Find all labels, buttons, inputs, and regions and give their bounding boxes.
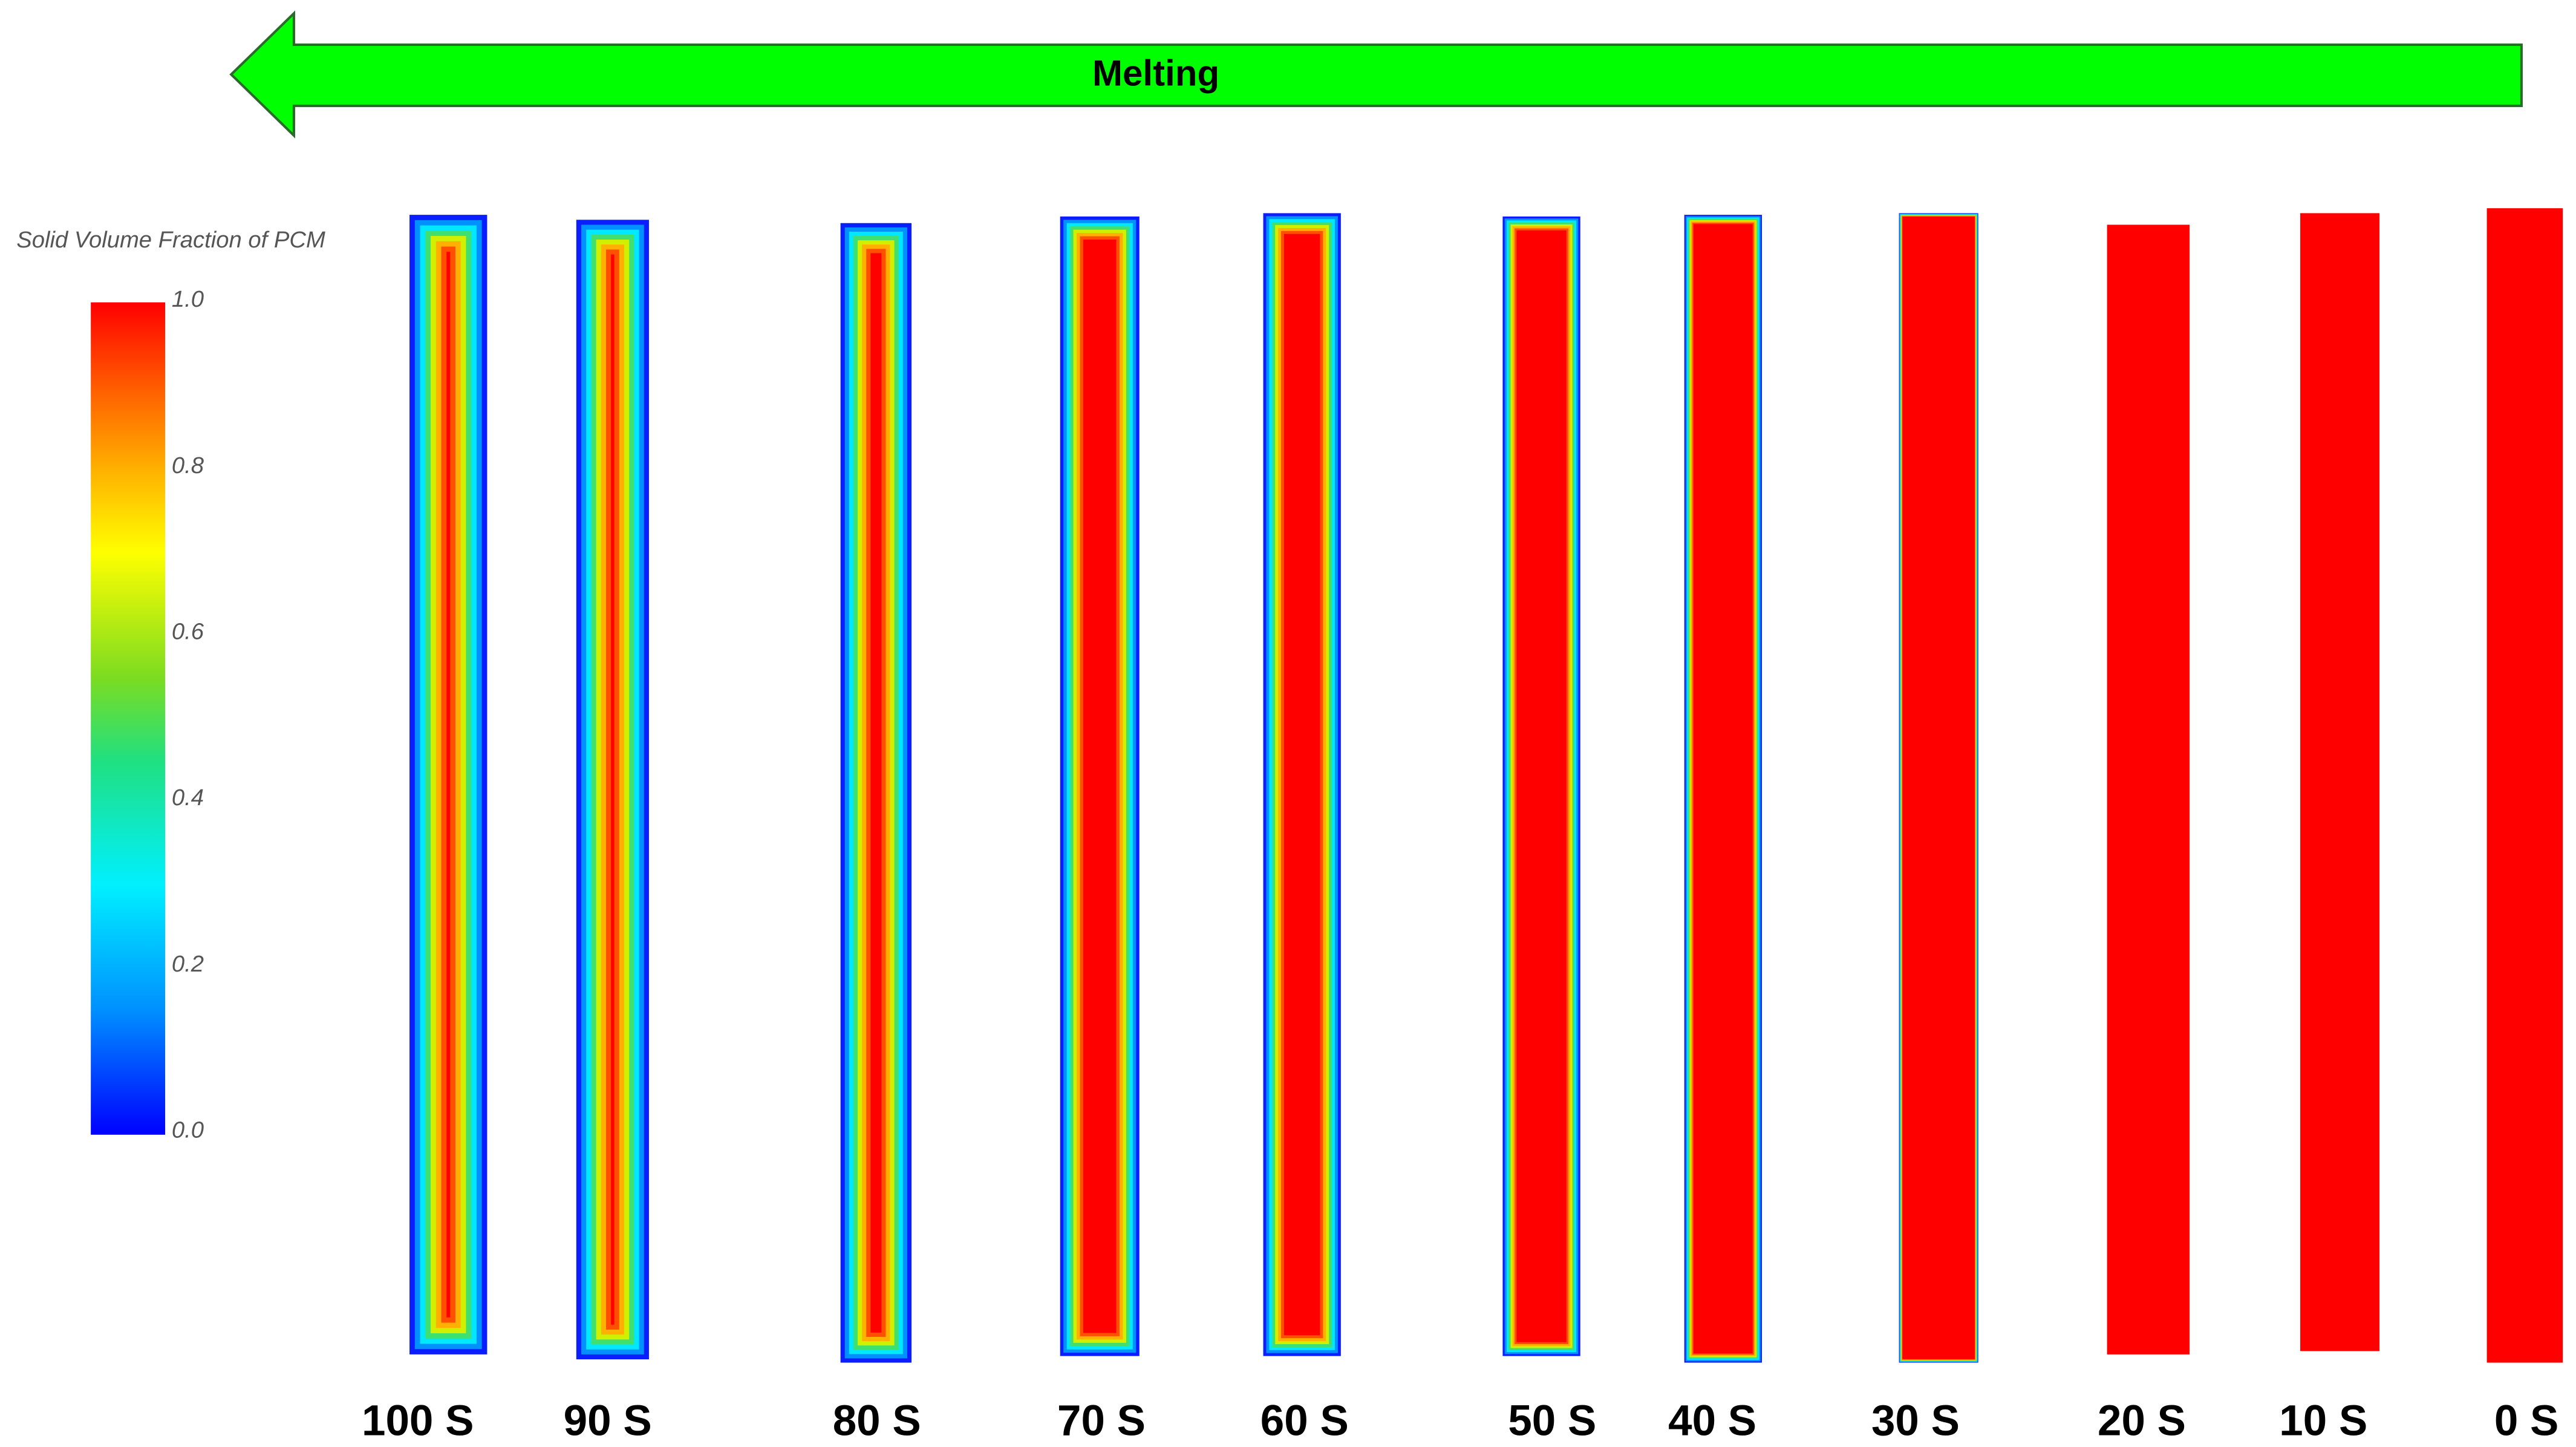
panel: 40 S	[1668, 215, 1762, 1445]
solid-core	[870, 253, 882, 1333]
solid-core	[1083, 240, 1117, 1333]
panel-label: 90 S	[564, 1397, 652, 1445]
legend-tick: 0.4	[172, 785, 204, 811]
panel-label: 0 S	[2494, 1397, 2559, 1445]
legend-tick: 0.8	[172, 452, 204, 479]
solid-core	[1694, 224, 1753, 1354]
panel-label: 60 S	[1260, 1397, 1349, 1445]
banner-label: Melting	[1092, 53, 1219, 94]
solid-core	[1902, 217, 1975, 1359]
legend-tick: 0.6	[172, 618, 204, 644]
legend-tick: 0.0	[172, 1117, 204, 1143]
solid-core	[446, 252, 451, 1318]
panel: 70 S	[1057, 216, 1146, 1445]
melting-arrow	[229, 10, 2523, 139]
panel-label: 20 S	[2098, 1397, 2186, 1445]
panel: 100 S	[362, 215, 487, 1445]
solid-core	[611, 254, 615, 1325]
solid-core	[2486, 208, 2563, 1363]
panel: 90 S	[564, 220, 652, 1445]
solid-core	[1516, 230, 1567, 1342]
panel-label: 40 S	[1668, 1397, 1756, 1445]
panel: 60 S	[1260, 213, 1349, 1445]
legend-tick: 1.0	[172, 286, 204, 312]
panel: 20 S	[2098, 224, 2190, 1445]
panel: 80 S	[833, 223, 921, 1445]
panel: 30 S	[1871, 213, 1978, 1445]
panel-label: 10 S	[2279, 1397, 2367, 1445]
panel: 50 S	[1502, 216, 1596, 1445]
panel: 0 S	[2486, 208, 2563, 1445]
panel-label: 70 S	[1057, 1397, 1146, 1445]
solid-core	[2300, 213, 2380, 1351]
legend-title: Solid Volume Fraction of PCM	[16, 227, 325, 253]
legend-tick: 0.2	[172, 951, 204, 977]
panel: 10 S	[2279, 213, 2380, 1445]
solid-core	[2107, 224, 2190, 1354]
legend-ticks: 1.0 0.8 0.6 0.4 0.2 0.0	[172, 286, 204, 1143]
panel-label: 50 S	[1508, 1397, 1596, 1445]
panel-label: 30 S	[1871, 1397, 1960, 1445]
panel-label: 100 S	[362, 1397, 474, 1445]
panels: 100 S 90 S 80 S 70 S 60 S 50 S 40 S 30 S 20 S 10 …	[362, 208, 2563, 1445]
color-bar	[91, 302, 166, 1135]
solid-core	[1283, 234, 1320, 1336]
panel-label: 80 S	[833, 1397, 921, 1445]
